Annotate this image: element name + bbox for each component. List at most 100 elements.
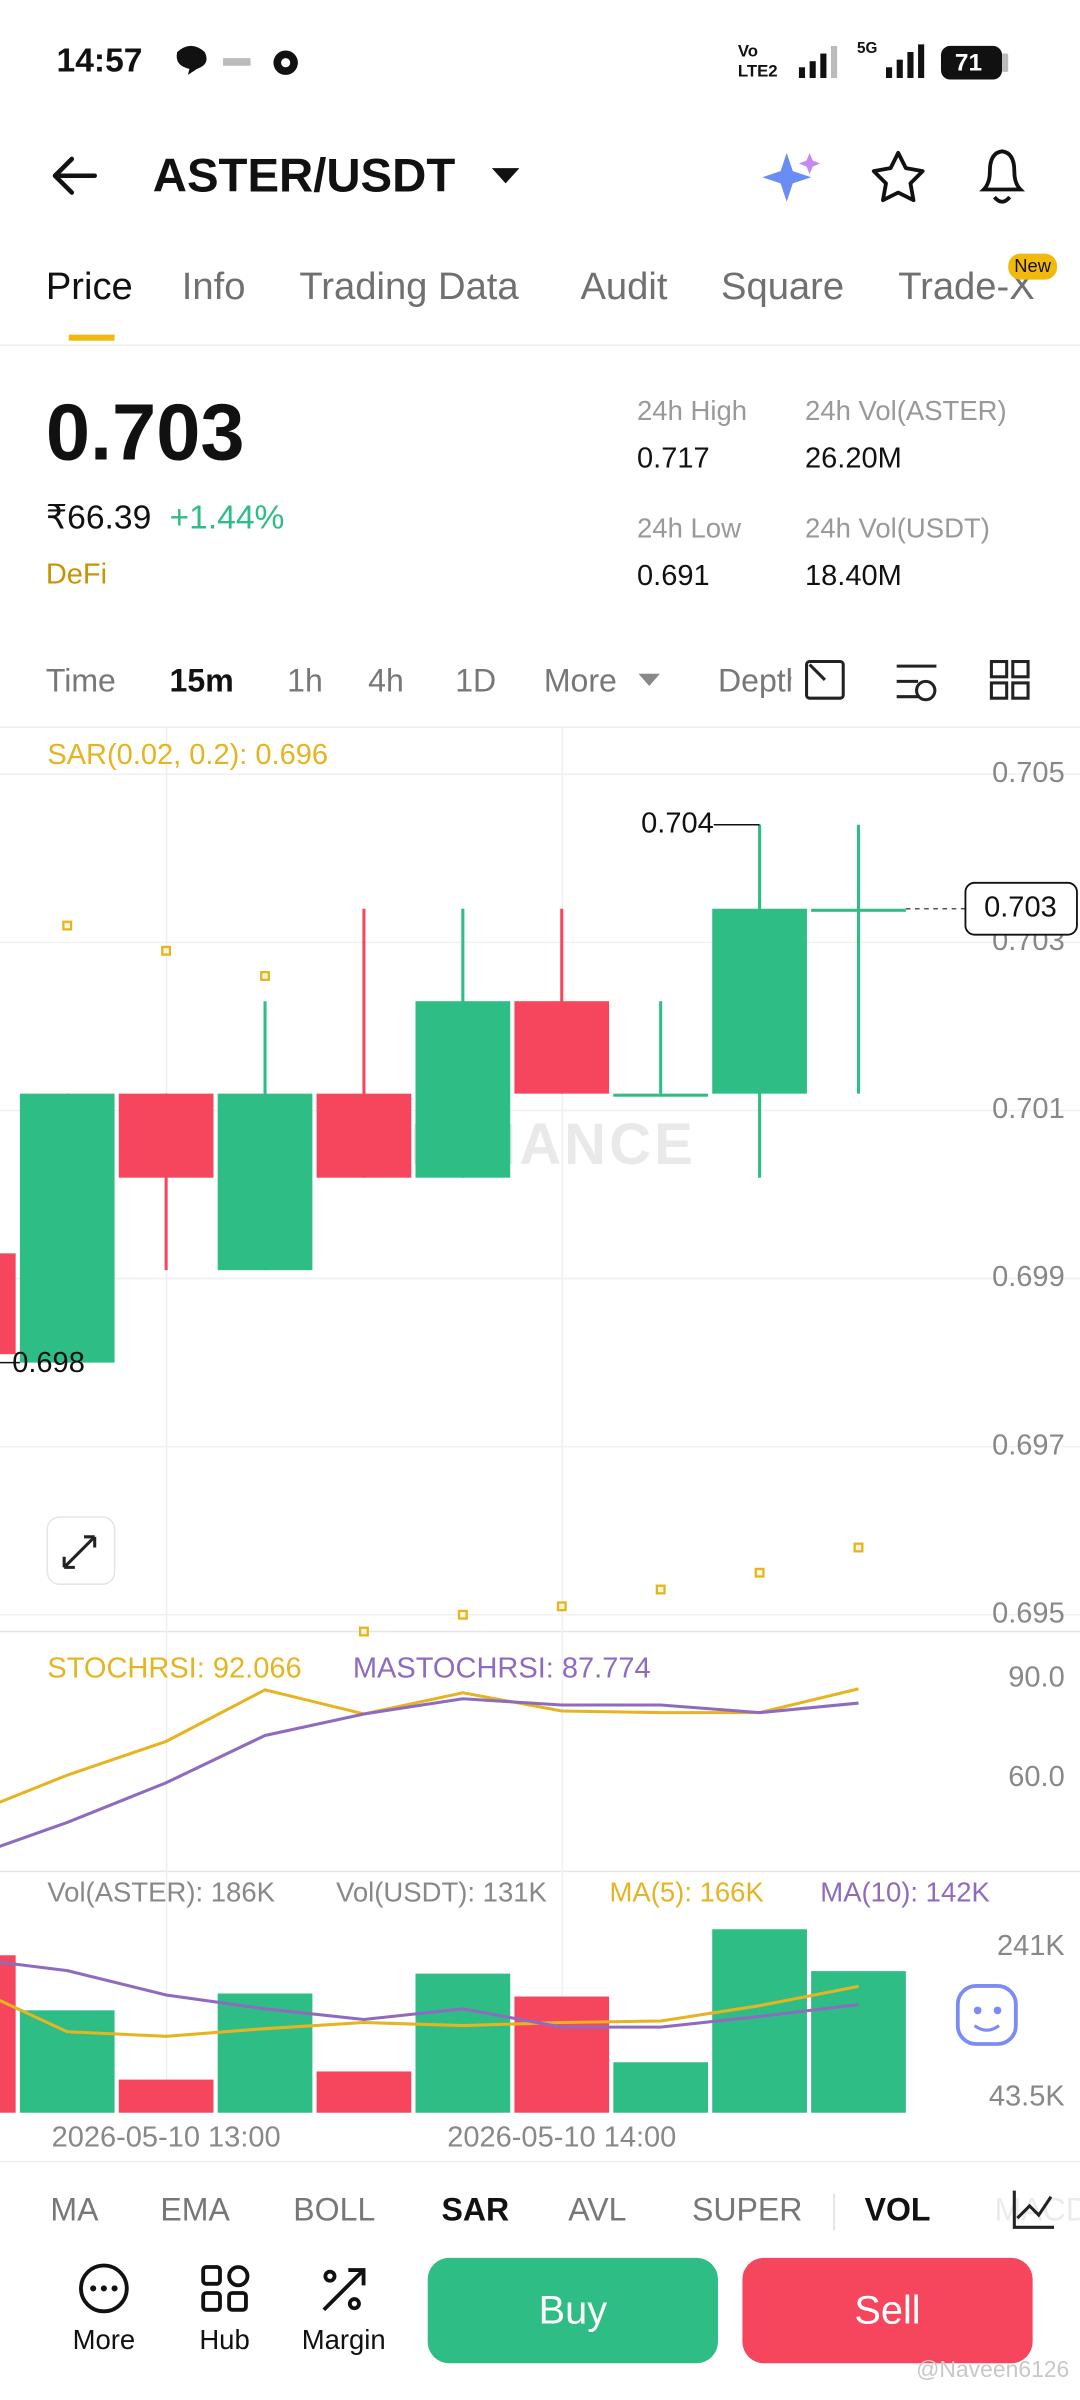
interval[interactable]: 1h (287, 662, 323, 698)
action-label[interactable]: More (73, 2324, 136, 2355)
candle-body (415, 1001, 511, 1178)
alert-button-part[interactable] (992, 195, 1012, 204)
ai-button-part[interactable] (762, 152, 812, 202)
tool-icons-part[interactable] (989, 681, 1009, 700)
interval[interactable]: More (544, 662, 617, 698)
candle-body (19, 1093, 115, 1363)
last-price: 0.703 (46, 387, 245, 476)
tool-icons-part[interactable] (808, 663, 826, 681)
buy-button[interactable] (427, 2257, 718, 2364)
annotation: 0.698 (12, 1347, 85, 1379)
indicator-tab[interactable]: BOLL (293, 2191, 375, 2227)
indicator-tab[interactable]: AVL (568, 2191, 626, 2227)
more-icon-part[interactable] (79, 2263, 129, 2314)
sell-label[interactable]: Sell (854, 2288, 920, 2332)
margin-icon-part[interactable] (322, 2268, 366, 2312)
sar-dot (853, 1542, 864, 1553)
chart-settings[interactable] (1012, 2190, 1055, 2229)
clock: 14:57 (57, 43, 143, 80)
more-icon-part[interactable] (111, 2285, 118, 2292)
more-icon[interactable] (79, 2263, 129, 2314)
tab[interactable]: Price (46, 265, 133, 308)
margin-icon-part[interactable] (347, 2297, 361, 2311)
ai-button[interactable] (762, 152, 821, 202)
tool-icons[interactable] (805, 659, 1030, 702)
interval[interactable]: 1D (455, 662, 496, 698)
indicator-tab[interactable]: MA (50, 2191, 99, 2227)
interval[interactable]: 4h (368, 662, 404, 698)
y-tick-label: 241K (997, 1930, 1065, 1962)
tab[interactable]: Info (182, 265, 246, 308)
indicator-line (0, 1697, 859, 1848)
sar-dot (754, 1567, 765, 1578)
margin-icon-part[interactable] (323, 2269, 337, 2283)
tab[interactable]: Square (721, 265, 844, 308)
volume-bar (316, 2071, 412, 2113)
legend-entry: Vol(USDT): 131K (336, 1877, 547, 1908)
sar-dot (62, 920, 73, 931)
expand-button[interactable] (46, 1516, 116, 1585)
pair-dropdown[interactable] (491, 168, 520, 184)
back-button[interactable] (52, 156, 98, 195)
pair-title[interactable]: ASTER/USDT (153, 149, 456, 202)
hub-icon[interactable] (201, 2265, 250, 2312)
last-price-tag: 0.703 (984, 891, 1057, 923)
last-price-box (964, 881, 1078, 936)
back-button-part[interactable] (52, 156, 98, 195)
change: +1.44% (170, 499, 285, 536)
status-icons-part (809, 61, 816, 78)
more-icon-part[interactable] (90, 2285, 97, 2292)
status-icons-part (940, 45, 1003, 80)
tool-icons-part[interactable] (896, 664, 937, 699)
expand-button-part[interactable] (62, 1535, 97, 1569)
volume-bar (118, 2079, 214, 2113)
hub-icon-part[interactable] (227, 2291, 248, 2312)
indicator-tab[interactable]: SUPER (692, 2191, 802, 2227)
interval[interactable]: Time (46, 662, 116, 698)
favorite-button[interactable] (871, 150, 925, 203)
candle-body (316, 1093, 412, 1178)
tool-icons-part[interactable] (1011, 681, 1030, 700)
tab[interactable]: Audit (580, 265, 667, 308)
alert-button-part[interactable] (979, 149, 1026, 192)
tool-icons-part[interactable] (989, 660, 1009, 679)
action-label[interactable]: Hub (199, 2324, 249, 2355)
candle-body (0, 1253, 16, 1355)
sell-button[interactable] (742, 2257, 1033, 2364)
action-label[interactable]: Margin (302, 2324, 386, 2355)
buy-label[interactable]: Buy (539, 2288, 608, 2332)
tag[interactable]: DeFi (46, 559, 107, 591)
sar-dot (655, 1584, 666, 1595)
fade (977, 2181, 1080, 2243)
assistant-button-part[interactable] (973, 2024, 1000, 2032)
fiat-price: ₹66.39 (46, 499, 151, 536)
hub-icon-part[interactable] (227, 2265, 250, 2288)
alert-button[interactable] (979, 149, 1026, 204)
hub-icon-part[interactable] (201, 2291, 222, 2312)
tool-icons-part[interactable] (915, 679, 937, 702)
candle-body (514, 1001, 610, 1094)
indicator-tab[interactable]: SAR (441, 2191, 509, 2227)
assistant-button-part[interactable] (955, 1984, 1018, 2046)
indicator-label: SAR(0.02, 0.2): 0.696 (47, 739, 328, 771)
x-tick-label: 2026-05-10 14:00 (447, 2121, 676, 2153)
indicator-tab[interactable]: VOL (865, 2191, 931, 2227)
status-icons (176, 44, 1009, 80)
legend-entry: STOCHRSI: 92.066 (47, 1652, 301, 1684)
interval[interactable]: Depth (718, 662, 804, 698)
tool-icons-part[interactable] (805, 659, 845, 700)
interval[interactable]: 15m (170, 662, 234, 698)
hub-icon-part[interactable] (201, 2265, 222, 2286)
indicator-tab[interactable]: EMA (160, 2191, 230, 2227)
tab[interactable]: Trading Data (299, 265, 519, 308)
ai-button-part[interactable] (798, 152, 821, 175)
tool-icons-part[interactable] (1011, 660, 1030, 679)
assistant-button-part[interactable] (993, 2006, 1002, 2015)
more-icon-part[interactable] (100, 2285, 107, 2292)
battery: 71 (955, 50, 982, 77)
assistant-button-part[interactable] (973, 2006, 982, 2015)
y-tick-label: 43.5K (989, 2081, 1065, 2113)
margin-icon[interactable] (322, 2268, 366, 2312)
assistant-button[interactable] (955, 1984, 1018, 2046)
